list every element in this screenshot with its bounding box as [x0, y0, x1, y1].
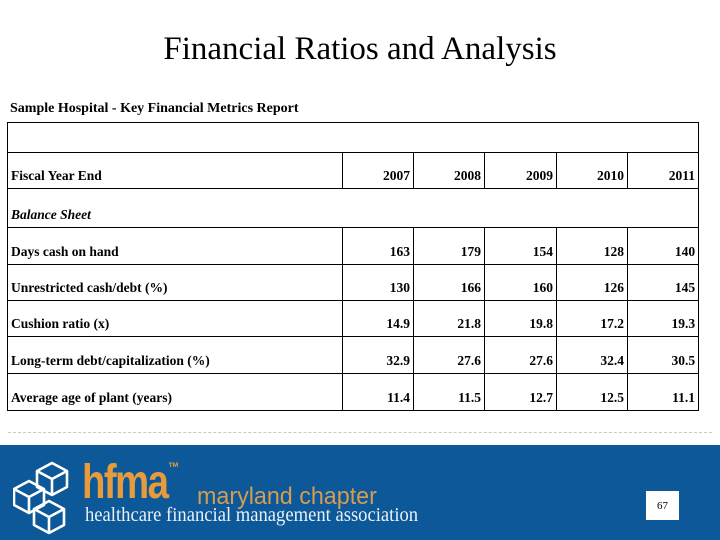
metric-value: 32.4	[556, 336, 628, 374]
chapter-name: maryland chapter	[197, 483, 377, 510]
table-row: Unrestricted cash/debt (%) 130 166 160 1…	[7, 264, 700, 301]
metric-label: Cushion ratio (x)	[7, 300, 343, 337]
metric-value: 11.4	[342, 373, 414, 411]
metric-value: 11.5	[413, 373, 485, 411]
metric-value: 27.6	[484, 336, 557, 374]
metric-value: 19.3	[626, 300, 700, 337]
metric-value: 19.8	[484, 300, 557, 337]
metric-value: 154	[484, 227, 557, 265]
metric-value: 145	[626, 264, 700, 301]
table-row-section: Balance Sheet	[6, 188, 700, 228]
metric-value: 12.5	[556, 373, 628, 411]
metric-value: 21.8	[413, 300, 485, 337]
metric-value: 11.1	[626, 373, 700, 411]
year-header: 2008	[413, 152, 485, 189]
metric-label: Days cash on hand	[7, 227, 343, 265]
metric-value: 140	[626, 227, 700, 265]
metric-label: Long-term debt/capitalization (%)	[7, 336, 343, 374]
metric-value: 12.7	[484, 373, 557, 411]
year-header: 2010	[556, 152, 628, 189]
page-number-box: 67	[646, 491, 679, 520]
trademark-symbol: ™	[168, 459, 180, 475]
fiscal-year-label: Fiscal Year End	[7, 152, 343, 189]
metric-label: Unrestricted cash/debt (%)	[7, 264, 343, 301]
metric-value: 163	[342, 227, 414, 265]
table-row-spacer	[6, 122, 700, 153]
metric-value: 32.9	[342, 336, 414, 374]
metric-value: 30.5	[626, 336, 700, 374]
page-number: 67	[657, 499, 668, 512]
placeholder-divider	[8, 432, 712, 433]
metric-value: 126	[556, 264, 628, 301]
table-row: Average age of plant (years) 11.4 11.5 1…	[7, 373, 700, 411]
metric-label: Average age of plant (years)	[7, 373, 343, 411]
metric-value: 17.2	[556, 300, 628, 337]
footer-bar: hfma™ maryland chapter healthcare financ…	[0, 445, 720, 540]
hfma-wordmark: hfma™	[82, 459, 179, 517]
spacer-cell	[6, 122, 700, 153]
financial-metrics-table: Fiscal Year End 2007 2008 2009 2010 2011…	[6, 122, 700, 411]
year-header: 2007	[342, 152, 414, 189]
table-row: Cushion ratio (x) 14.9 21.8 19.8 17.2 19…	[7, 300, 700, 337]
table-row: Days cash on hand 163 179 154 128 140	[7, 227, 700, 265]
association-tagline: healthcare financial management associat…	[85, 504, 419, 526]
metric-value: 166	[413, 264, 485, 301]
hfma-brand-text: hfma	[82, 456, 169, 509]
table-row-fiscal-year: Fiscal Year End 2007 2008 2009 2010 2011	[7, 152, 700, 189]
section-label: Balance Sheet	[6, 188, 700, 228]
metric-value: 128	[556, 227, 628, 265]
slide-title: Financial Ratios and Analysis	[163, 31, 557, 67]
metric-value: 160	[484, 264, 557, 301]
table-row: Long-term debt/capitalization (%) 32.9 2…	[7, 336, 700, 374]
metric-value: 27.6	[413, 336, 485, 374]
metric-value: 14.9	[342, 300, 414, 337]
hfma-cubes-logo-icon	[13, 461, 69, 535]
year-header: 2009	[484, 152, 557, 189]
year-header: 2011	[626, 152, 700, 189]
report-title: Sample Hospital - Key Financial Metrics …	[10, 101, 299, 116]
metric-value: 130	[342, 264, 414, 301]
metric-value: 179	[413, 227, 485, 265]
